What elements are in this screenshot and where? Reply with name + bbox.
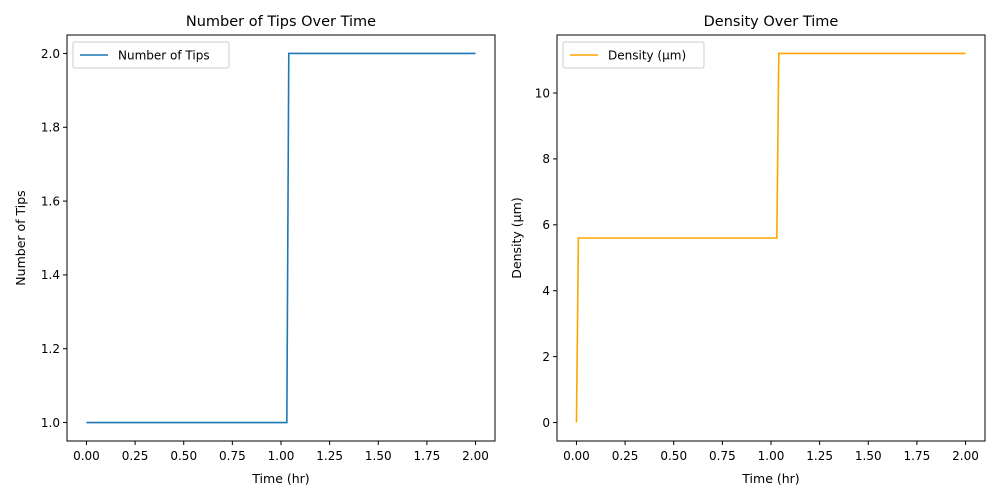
tips-plot-frame <box>66 34 496 442</box>
density-legend-box <box>562 41 705 69</box>
density-y-ticks: 0 2 4 6 8 10 <box>535 86 557 430</box>
tips-x-tick-label: 1.75 <box>414 449 441 463</box>
tips-chart: Number of Tips Over Time Time (hr) Numbe… <box>13 14 496 486</box>
density-x-axis-label: Time (hr) <box>741 471 799 486</box>
density-x-ticks: 0.00 0.25 0.50 0.75 1.00 1.25 1.50 1.75 2.00 <box>563 441 979 463</box>
density-series-lines <box>575 52 966 423</box>
tips-y-ticks: 1.0 1.2 1.4 1.6 1.8 2.0 <box>41 47 67 430</box>
density-y-tick-label: 10 <box>535 86 550 100</box>
density-y-axis-label: Density (µm) <box>509 197 524 278</box>
density-x-tick-label: 2.00 <box>952 449 979 463</box>
density-legend: Density (µm) <box>562 41 705 69</box>
tips-y-tick-label: 1.0 <box>41 416 60 430</box>
density-chart: Density Over Time Time (hr) Density (µm)… <box>509 14 986 486</box>
density-y-tick-label: 8 <box>542 152 550 166</box>
density-y-tick-label: 0 <box>542 416 550 430</box>
density-x-tick-label: 1.25 <box>806 449 833 463</box>
tips-x-tick-label: 0.00 <box>73 449 100 463</box>
density-y-tick-label: 4 <box>542 284 550 298</box>
tips-x-tick-label: 2.00 <box>462 449 489 463</box>
tips-chart-title: Number of Tips Over Time <box>186 14 376 30</box>
density-x-tick-label: 0.00 <box>563 449 590 463</box>
density-legend-label: Density (µm) <box>608 49 686 63</box>
density-x-tick-label: 0.25 <box>612 449 639 463</box>
tips-y-axis-label: Number of Tips <box>13 190 28 285</box>
tips-y-tick-label: 1.6 <box>41 194 60 208</box>
tips-series-lines <box>86 52 476 424</box>
tips-y-tick-label: 1.4 <box>41 268 60 282</box>
tips-legend-label: Number of Tips <box>118 49 210 63</box>
tips-y-tick-label: 2.0 <box>41 47 60 61</box>
density-x-tick-label: 0.50 <box>660 449 687 463</box>
tips-y-tick-label: 1.8 <box>41 121 60 135</box>
tips-legend: Number of Tips <box>72 41 230 69</box>
tips-x-tick-label: 0.25 <box>122 449 149 463</box>
density-x-tick-label: 0.75 <box>709 449 736 463</box>
tips-x-tick-label: 1.00 <box>268 449 295 463</box>
density-chart-title: Density Over Time <box>704 14 839 30</box>
density-y-tick-label: 6 <box>542 218 550 232</box>
tips-legend-box <box>72 41 230 69</box>
density-series-line <box>575 52 966 423</box>
tips-x-tick-label: 1.50 <box>365 449 392 463</box>
tips-x-axis-label: Time (hr) <box>251 471 309 486</box>
density-x-tick-label: 1.75 <box>904 449 931 463</box>
tips-series-line <box>86 52 476 424</box>
tips-x-tick-label: 1.25 <box>316 449 343 463</box>
density-x-tick-label: 1.00 <box>758 449 785 463</box>
tips-x-ticks: 0.00 0.25 0.50 0.75 1.00 1.25 1.50 1.75 2.00 <box>73 441 489 463</box>
tips-x-tick-label: 0.50 <box>170 449 197 463</box>
tips-x-tick-label: 0.75 <box>219 449 246 463</box>
tips-y-tick-label: 1.2 <box>41 342 60 356</box>
density-y-tick-label: 2 <box>542 350 550 364</box>
density-x-tick-label: 1.50 <box>855 449 882 463</box>
